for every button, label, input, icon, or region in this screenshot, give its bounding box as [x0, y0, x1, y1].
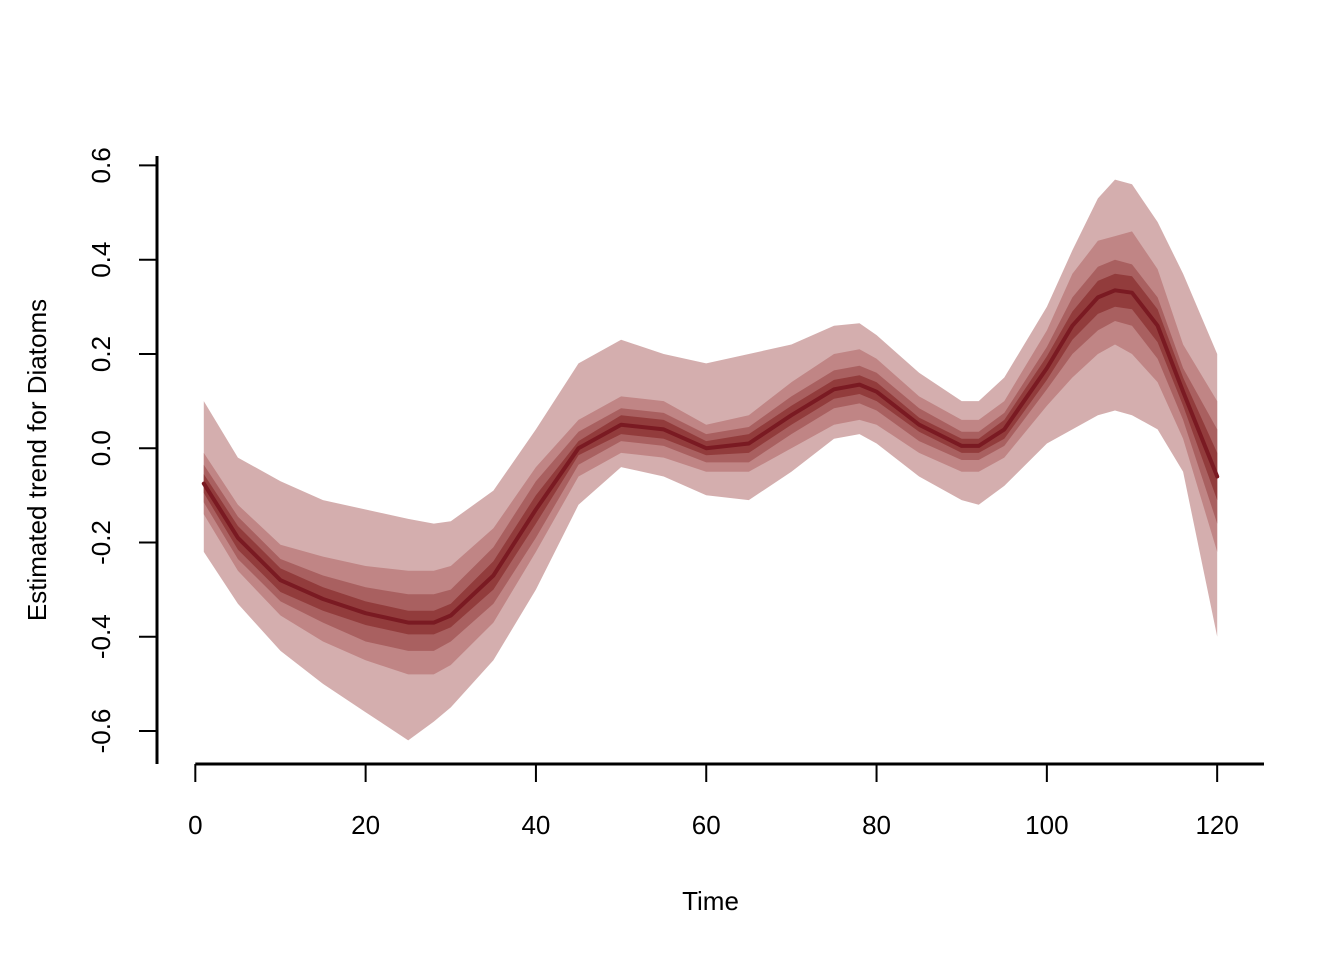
y-tick-label: -0.4 [86, 614, 116, 659]
y-tick-label: -0.2 [86, 520, 116, 565]
y-tick-label: 0.6 [86, 147, 116, 183]
x-tick-label: 80 [862, 810, 891, 840]
y-axis: -0.6 -0.4 -0.2 0.0 0.2 0.4 0.6 [86, 147, 159, 764]
y-axis-title: Estimated trend for Diatoms [22, 299, 52, 621]
y-tick-label: 0.4 [86, 242, 116, 278]
x-tick-label: 60 [692, 810, 721, 840]
x-tick-label: 100 [1025, 810, 1068, 840]
median-trend [201, 288, 1220, 625]
y-tick-label: -0.6 [86, 709, 116, 754]
y-tick-label: 0.0 [86, 430, 116, 466]
x-axis: 0 20 40 60 80 100 120 [188, 762, 1264, 840]
x-tick-label: 0 [188, 810, 202, 840]
uncertainty-bands [203, 179, 1218, 741]
band-3 [203, 259, 1218, 651]
median-line [201, 288, 1220, 625]
x-tick-label: 20 [351, 810, 380, 840]
x-axis-title: Time [682, 886, 739, 916]
x-tick-label: 40 [521, 810, 550, 840]
y-tick-label: 0.2 [86, 336, 116, 372]
band-4 [203, 273, 1218, 635]
x-tick-label: 120 [1195, 810, 1238, 840]
